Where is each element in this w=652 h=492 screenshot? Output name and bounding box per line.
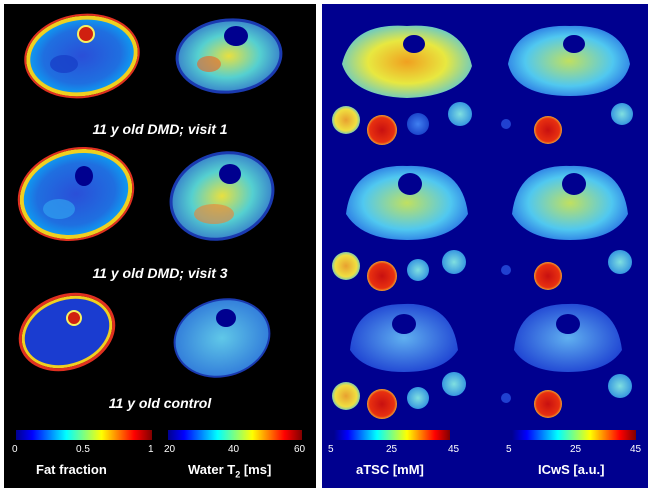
fat-fraction-map-visit3 (17, 147, 135, 241)
atsc-colorbar (334, 430, 450, 440)
icws-tick-45: 45 (630, 444, 642, 455)
water-t2-tick-20: 20 (164, 444, 176, 455)
icws-map-control (501, 303, 632, 418)
fat-fraction-label: Fat fraction (36, 462, 107, 477)
fat-fraction-tick-0-5: 0.5 (76, 444, 90, 455)
fat-fraction-tick-1: 1 (148, 444, 154, 455)
fat-fraction-map-control (18, 292, 116, 372)
icws-tick-5: 5 (506, 444, 512, 455)
atsc-tick-5: 5 (328, 444, 334, 455)
icws-map-visit1 (501, 25, 633, 144)
icws-label: ICwS [a.u.] (538, 462, 605, 477)
atsc-label: aTSC [mM] (356, 462, 424, 477)
water-t2-map-visit1 (175, 18, 283, 94)
caption-visit3: 11 y old DMD; visit 3 (92, 265, 228, 281)
sodium-mri-panel: 5 25 45 5 25 45 aTSC [mM] ICwS [a.u.] (322, 4, 648, 488)
fat-fraction-colorbar (16, 430, 152, 440)
water-t2-map-visit3 (169, 151, 275, 241)
caption-visit1: 11 y old DMD; visit 1 (92, 121, 228, 137)
caption-control: 11 y old control (108, 395, 212, 411)
icws-tick-25: 25 (570, 444, 582, 455)
atsc-tick-25: 25 (386, 444, 398, 455)
water-t2-map-control (173, 298, 271, 378)
proton-maps-svg (16, 13, 302, 440)
atsc-tick-45: 45 (448, 444, 460, 455)
atsc-map-control (332, 303, 466, 419)
sodium-maps-svg (332, 25, 636, 440)
water-t2-label: Water T2 [ms] (188, 462, 272, 480)
water-t2-colorbar (168, 430, 302, 440)
water-t2-tick-40: 40 (228, 444, 240, 455)
fat-fraction-tick-0: 0 (12, 444, 18, 455)
icws-colorbar (512, 430, 636, 440)
atsc-map-visit3 (332, 165, 468, 291)
mri-proton-panel: 11 y old DMD; visit 1 11 y old DMD; visi… (4, 4, 316, 488)
water-t2-tick-60: 60 (294, 444, 306, 455)
atsc-map-visit1 (332, 25, 472, 145)
icws-map-visit3 (501, 165, 632, 290)
fat-fraction-map-visit1 (24, 13, 140, 99)
